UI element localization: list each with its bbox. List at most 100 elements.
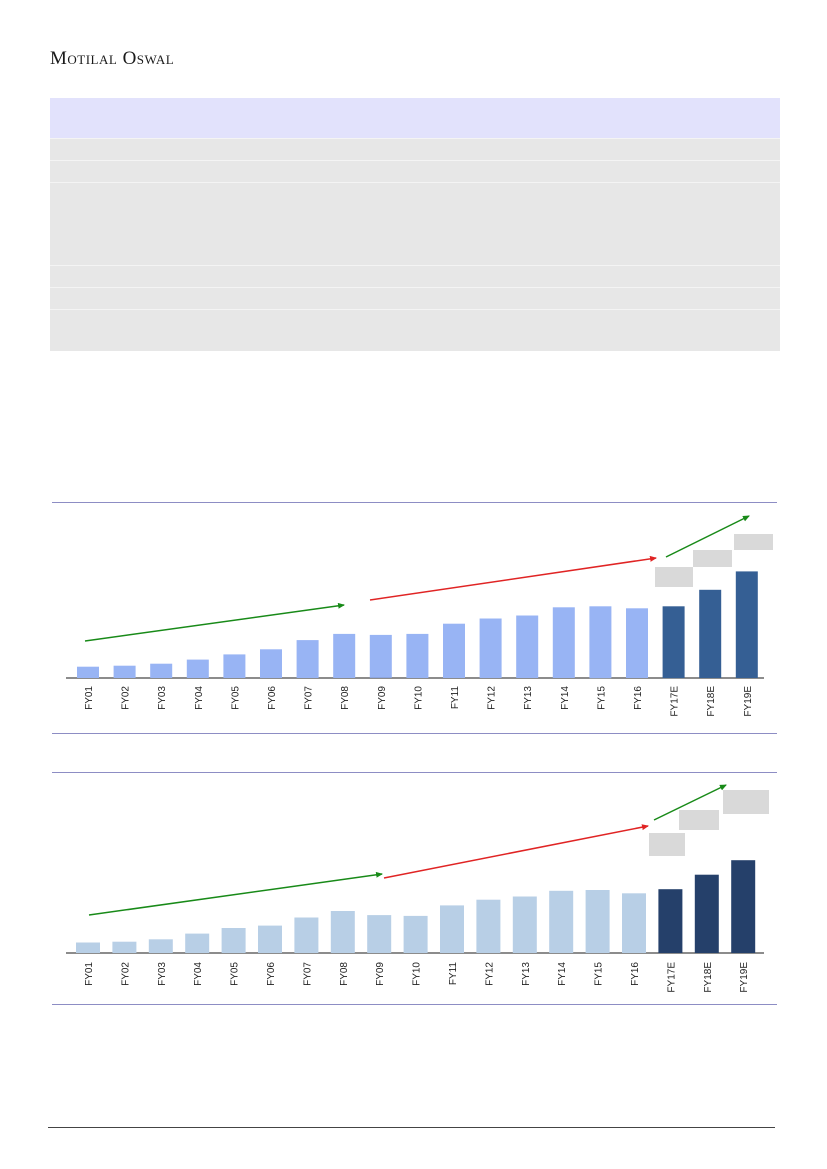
chart-2-bar-FY11: [440, 905, 464, 953]
chart-1-bar-FY19E: [735, 571, 758, 678]
chart-2-bar-FY13: [512, 896, 537, 953]
chart-2-tick-label: FY09: [375, 962, 386, 986]
chart-2-bar-FY04: [185, 933, 210, 953]
chart-2-label-box: [649, 833, 685, 856]
chart-2-tick-label: FY04: [193, 962, 204, 986]
chart-1-tick-label: FY17E: [670, 686, 681, 717]
chart-1-bar-FY11: [443, 623, 465, 678]
chart-2-bar-FY09: [367, 915, 392, 953]
chart-2-bar-FY06: [258, 925, 282, 953]
chart-2-bar-FY05: [221, 928, 246, 953]
table-row: [50, 160, 780, 182]
chart-1: FY01 FY02 FY03 FY04 FY05 FY06 FY07 FY08 FY09 FY10…: [52, 502, 777, 734]
chart-1-tick-label: FY11: [450, 686, 461, 710]
chart-1-tick-label: FY15: [596, 686, 607, 710]
chart-2-bar-FY16: [622, 893, 646, 953]
chart-1-bar-FY05: [223, 654, 246, 678]
chart-1-bar-FY16: [626, 608, 648, 678]
chart-2-tick-label: FY15: [594, 962, 605, 986]
chart-2-bar-FY03: [148, 939, 173, 953]
chart-2-label-box: [723, 790, 769, 814]
chart-1-bar-FY08: [333, 633, 356, 678]
chart-1-bar-FY13: [516, 615, 539, 678]
chart-1-tick-label: FY06: [267, 686, 278, 710]
chart-2-bar-FY10: [403, 915, 428, 953]
footer-rule: [48, 1127, 775, 1128]
chart-1-bar-FY12: [479, 618, 502, 678]
chart-2-tick-label: FY01: [84, 962, 95, 986]
chart-2-tick-label: FY06: [266, 962, 277, 986]
chart-1-bar-FY02: [113, 665, 136, 678]
chart-2-bar-FY07: [294, 917, 319, 953]
chart-2-tick-label: FY12: [484, 962, 495, 986]
chart-1-bar-FY04: [186, 659, 209, 678]
chart-1-bottom-rule: [52, 733, 777, 734]
chart-1-svg: FY01 FY02 FY03 FY04 FY05 FY06 FY07 FY08 FY09 FY10…: [66, 515, 773, 717]
chart-2-tick-label: FY11: [448, 962, 459, 986]
chart-2-bar-FY02: [112, 941, 137, 953]
chart-1-trend-arrow: [665, 515, 750, 558]
chart-1-tick-label: FY16: [633, 686, 644, 710]
chart-1-tick-label: FY01: [84, 686, 95, 710]
chart-2-tick-label: FY03: [157, 962, 168, 986]
brand-logo-text: Motilal Oswal: [50, 48, 175, 69]
table-row: [50, 138, 780, 160]
chart-2-tick-label: FY14: [557, 962, 568, 986]
chart-1-bar-FY01: [77, 666, 99, 678]
table-row: [50, 182, 780, 265]
chart-1-label-box: [655, 567, 693, 587]
chart-2-tick-label: FY05: [230, 962, 241, 986]
chart-1-tick-label: FY09: [377, 686, 388, 710]
chart-2-tick-label: FY10: [412, 962, 423, 986]
chart-1-tick-label: FY08: [340, 686, 351, 710]
chart-1-top-rule: [52, 502, 777, 503]
chart-1-tick-label: FY05: [230, 686, 241, 710]
chart-2-bar-FY18E: [694, 874, 719, 953]
table-row: [50, 287, 780, 309]
chart-2-tick-label: FY07: [302, 962, 313, 986]
chart-1-bar-FY03: [150, 663, 173, 678]
chart-1-bar-FY18E: [699, 589, 722, 678]
chart-2-top-rule: [52, 772, 777, 773]
chart-1-tick-label: FY04: [194, 686, 205, 710]
chart-2-tick-label: FY19E: [739, 962, 750, 993]
chart-2-bar-FY08: [330, 911, 355, 953]
chart-1-trend-arrow: [369, 555, 657, 601]
chart-2: FY01 FY02 FY03 FY04 FY05 FY06 FY07 FY08 FY09 FY10…: [52, 772, 777, 1005]
chart-2-bar-FY19E: [731, 860, 756, 953]
chart-2-tick-label: FY08: [339, 962, 350, 986]
chart-2-bar-FY15: [585, 890, 610, 953]
chart-2-bottom-rule: [52, 1004, 777, 1005]
chart-2-trend-arrow: [383, 824, 649, 879]
chart-2-tick-label: FY13: [521, 962, 532, 986]
chart-2-svg: FY01 FY02 FY03 FY04 FY05 FY06 FY07 FY08 FY09 FY10…: [66, 784, 769, 993]
chart-1-bar-FY17E: [662, 606, 685, 679]
chart-2-bar-FY12: [476, 899, 501, 953]
table-row: [50, 309, 780, 351]
chart-1-tick-label: FY12: [487, 686, 498, 710]
chart-2-bar-FY17E: [658, 889, 683, 953]
chart-2-trend-arrow: [88, 871, 383, 916]
table-header: [50, 98, 780, 138]
chart-1-tick-label: FY13: [523, 686, 534, 710]
table-row: [50, 265, 780, 287]
chart-1-tick-label: FY03: [157, 686, 168, 710]
chart-2-tick-label: FY17E: [666, 962, 677, 993]
chart-1-bar-FY14: [552, 607, 575, 678]
chart-1-bar-FY15: [589, 606, 612, 679]
chart-1-bar-FY09: [369, 634, 392, 678]
chart-1-bar-FY07: [296, 640, 319, 678]
chart-1-tick-label: FY18E: [706, 686, 717, 717]
chart-2-bar-FY14: [549, 890, 574, 953]
chart-1-bar-FY10: [406, 633, 429, 678]
chart-1-trend-arrow: [84, 602, 345, 642]
chart-1-label-box: [693, 550, 732, 567]
summary-table: [50, 98, 780, 351]
chart-2-tick-label: FY16: [630, 962, 641, 986]
chart-1-tick-label: FY02: [121, 686, 132, 710]
chart-2-bar-FY01: [76, 942, 100, 953]
chart-2-tick-label: FY02: [120, 962, 131, 986]
chart-2-trend-arrow: [653, 784, 727, 821]
chart-1-bar-FY06: [260, 649, 282, 678]
chart-1-tick-label: FY14: [560, 686, 571, 710]
